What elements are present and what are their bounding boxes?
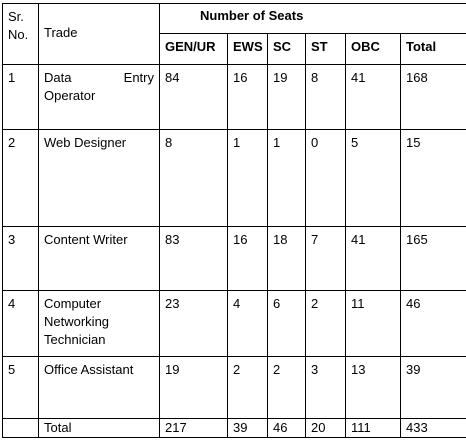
- sr-cell: 5: [2, 356, 39, 419]
- sc-cell: 19: [267, 64, 306, 130]
- total-cell: 165: [399, 226, 466, 291]
- sc-total: 46: [267, 418, 306, 438]
- st-cell: 7: [305, 226, 346, 291]
- sc-cell: 1: [267, 129, 306, 227]
- sr-no-header: Sr. No.: [2, 3, 39, 65]
- table-row: 1 Data Entry Operator 84 16 19 8 41 168: [2, 64, 466, 130]
- st-cell: 3: [305, 356, 346, 419]
- number-of-seats-header: Number of Seats: [158, 3, 466, 34]
- total-cell: 15: [399, 129, 466, 227]
- ews-cell: 16: [227, 226, 268, 291]
- seats-table: Sr. No. Trade Number of Seats GEN/UR EWS…: [2, 3, 466, 438]
- st-cell: 0: [305, 129, 346, 227]
- header-row-2: GEN/UR EWS SC ST OBC Total: [3, 33, 466, 65]
- trade-line: Data Entry: [44, 69, 154, 87]
- trade-word: Entry: [123, 70, 154, 85]
- table-row: 4 Computer Networking Technician 23 4 6 …: [2, 290, 466, 357]
- trade-word: Data: [44, 70, 72, 85]
- total-cell: 39: [399, 356, 466, 419]
- obc-cell: 5: [345, 129, 401, 227]
- trade-cell: Web Designer: [38, 129, 160, 227]
- sc-cell: 6: [267, 290, 306, 357]
- obc-cell: 41: [345, 226, 401, 291]
- gen-ur-cell: 19: [159, 356, 228, 419]
- obc-cell: 11: [345, 290, 401, 357]
- col-header-total: Total: [399, 33, 466, 65]
- ews-cell: 16: [227, 64, 268, 130]
- gen-ur-cell: 83: [159, 226, 228, 291]
- total-cell: 168: [399, 64, 466, 130]
- header-row-1: Sr. No. Trade Number of Seats: [2, 3, 466, 65]
- gen-ur-total: 217: [159, 418, 228, 438]
- grand-total: 433: [399, 418, 466, 438]
- st-total: 20: [305, 418, 346, 438]
- table-row: 2 Web Designer 8 1 1 0 5 15: [2, 129, 466, 227]
- table-row: 5 Office Assistant 19 2 2 3 13 39: [2, 356, 466, 419]
- ews-cell: 1: [227, 129, 268, 227]
- col-header-sc: SC: [267, 33, 306, 65]
- st-cell: 8: [305, 64, 346, 130]
- st-cell: 2: [305, 290, 346, 357]
- obc-cell: 41: [345, 64, 401, 130]
- sr-cell: 3: [2, 226, 39, 291]
- trade-line: Operator: [44, 88, 96, 103]
- sr-cell: 1: [2, 64, 39, 130]
- total-label: Total: [38, 418, 160, 438]
- sc-cell: 18: [267, 226, 306, 291]
- col-header-gen-ur: GEN/UR: [159, 33, 228, 65]
- obc-total: 111: [345, 418, 401, 438]
- gen-ur-cell: 84: [159, 64, 228, 130]
- total-row: Total 217 39 46 20 111 433: [2, 418, 466, 438]
- col-header-ews: EWS: [227, 33, 268, 65]
- trade-cell: Content Writer: [38, 226, 160, 291]
- sr-cell-empty: [2, 418, 39, 438]
- sc-cell: 2: [267, 356, 306, 419]
- trade-cell: Data Entry Operator: [38, 64, 160, 130]
- total-cell: 46: [399, 290, 466, 357]
- ews-cell: 2: [227, 356, 268, 419]
- ews-cell: 4: [227, 290, 268, 357]
- ews-total: 39: [227, 418, 268, 438]
- trade-header: Trade: [38, 3, 160, 65]
- sr-cell: 2: [2, 129, 39, 227]
- gen-ur-cell: 8: [159, 129, 228, 227]
- table-row: 3 Content Writer 83 16 18 7 41 165: [2, 226, 466, 291]
- col-header-st: ST: [305, 33, 346, 65]
- sr-cell: 4: [2, 290, 39, 357]
- col-header-obc: OBC: [345, 33, 401, 65]
- trade-cell: Computer Networking Technician: [38, 290, 160, 357]
- gen-ur-cell: 23: [159, 290, 228, 357]
- trade-cell: Office Assistant: [38, 356, 160, 419]
- obc-cell: 13: [345, 356, 401, 419]
